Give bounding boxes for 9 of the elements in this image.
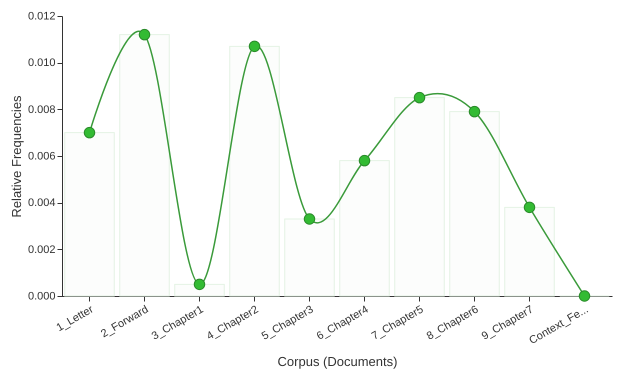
y-tick-label: 0.010 xyxy=(28,57,56,70)
y-axis-title: Relative Frequencies xyxy=(8,94,24,218)
y-tick-label: 0.006 xyxy=(28,150,56,162)
x-axis-title: Corpus (Documents) xyxy=(278,354,398,370)
y-tick-label: 0.012 xyxy=(28,10,56,22)
y-tick-label: 0.000 xyxy=(28,290,56,302)
y-tick-label: 0.004 xyxy=(28,197,56,210)
y-tick-label: 0.008 xyxy=(28,104,56,116)
y-tick-label: 0.002 xyxy=(28,244,56,256)
